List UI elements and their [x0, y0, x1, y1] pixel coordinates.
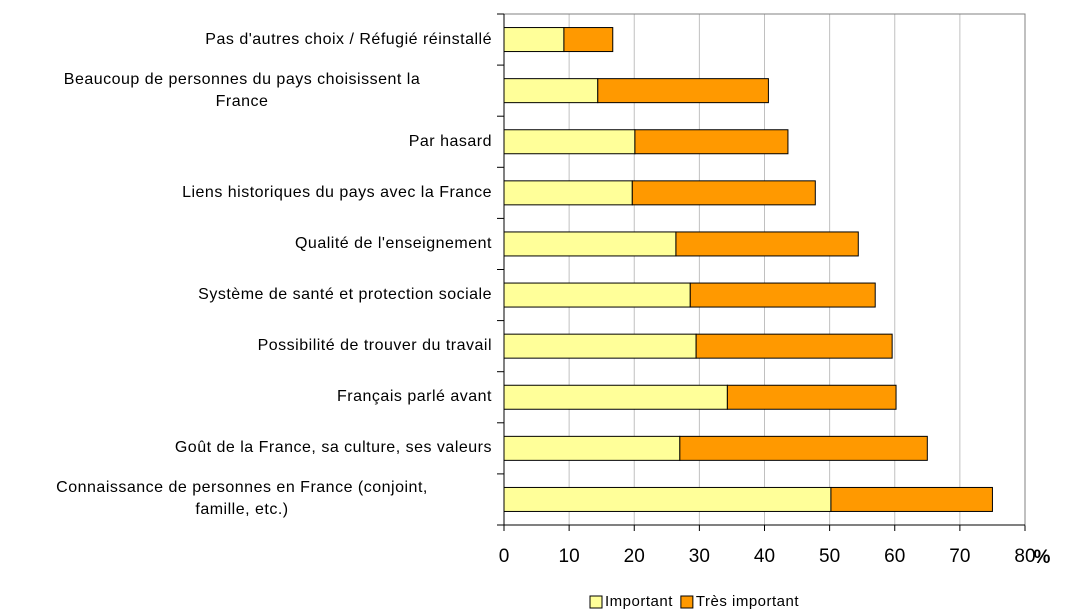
bar-segment [503, 231, 677, 257]
bar-segment [679, 435, 928, 461]
x-tick-label: 30 [689, 546, 710, 567]
x-tick-label: 60 [884, 546, 905, 567]
x-tick-label: 0 [499, 546, 510, 567]
bar-segment [503, 180, 633, 206]
bar-segment [503, 282, 691, 308]
category-label: Connaissance de personnes en France (con… [56, 479, 428, 519]
bar-segment [631, 180, 816, 206]
bar-segment [503, 384, 728, 410]
x-tick-label: 70 [949, 546, 970, 567]
legend-label: Très important [696, 593, 799, 610]
legend-swatch [589, 595, 603, 609]
bar-segment [830, 486, 993, 512]
bar-segment [726, 384, 897, 410]
category-label: Possibilité de trouver du travail [257, 337, 492, 355]
category-label: Par hasard [408, 132, 492, 150]
bar-segment [503, 27, 565, 53]
bar-segment [689, 282, 876, 308]
category-label: Qualité de l'enseignement [294, 234, 492, 252]
bar-segment [503, 78, 599, 104]
x-tick-label: 40 [754, 546, 775, 567]
x-tick-label: 10 [559, 546, 580, 567]
bar-segment [695, 333, 893, 359]
category-label: Liens historiques du pays avec la France [182, 183, 492, 201]
legend-label: Important [605, 593, 673, 610]
category-label: Goût de la France, sa culture, ses valeu… [174, 439, 492, 457]
legend-swatch [680, 595, 694, 609]
bar-segment [675, 231, 859, 257]
x-tick-label: 80 [1014, 546, 1035, 567]
bar-segment [503, 435, 681, 461]
category-label: Système de santé et protection sociale [198, 286, 492, 304]
bar-segment [563, 27, 614, 53]
bar-segment [634, 129, 789, 155]
bar-segment [503, 333, 697, 359]
x-axis-label: % [1034, 547, 1051, 568]
category-label: Beaucoup de personnes du pays choisissen… [63, 70, 421, 110]
category-label: Pas d'autres choix / Réfugié réinstallé [205, 30, 492, 48]
x-tick-label: 20 [624, 546, 645, 567]
bar-segment [597, 78, 769, 104]
bar-segment [503, 129, 636, 155]
bar-segment [503, 486, 832, 512]
category-label: Français parlé avant [337, 388, 492, 406]
x-tick-label: 50 [819, 546, 840, 567]
